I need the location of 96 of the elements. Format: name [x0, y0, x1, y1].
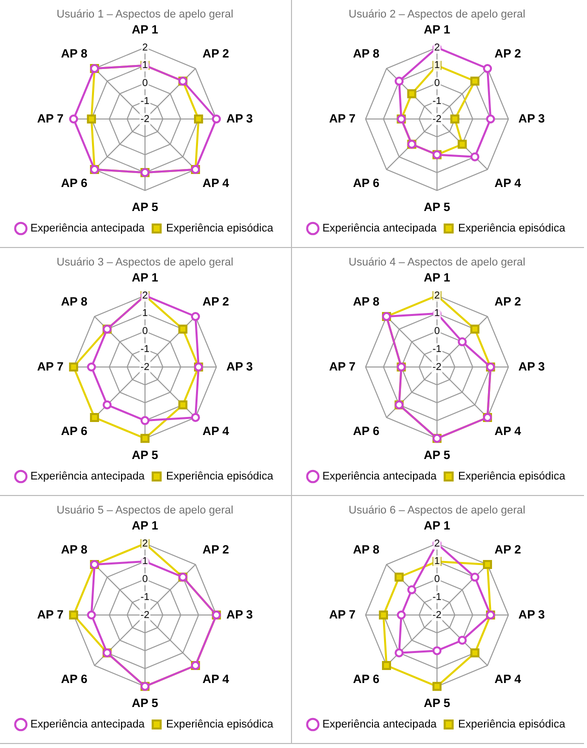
spoke-label: AP 2 — [202, 46, 230, 61]
legend-label: Experiência episódica — [166, 718, 274, 731]
spoke-label: AP 8 — [60, 294, 88, 309]
spoke-label: AP 1 — [424, 518, 451, 533]
y-tick-label: -2 — [140, 362, 150, 373]
spoke-label: AP 1 — [132, 518, 159, 533]
spoke-label: AP 4 — [494, 424, 522, 438]
y-tick-label: 0 — [142, 326, 148, 338]
spoke-label: AP 1 — [424, 22, 451, 37]
y-tick-label: 1 — [142, 556, 148, 568]
spoke-label: AP 7 — [329, 111, 356, 126]
chart-title: Usuário 2 – Aspectos de apelo geral — [348, 8, 526, 21]
chart-title: Usuário 5 – Aspectos de apelo geral — [56, 504, 234, 517]
spoke-label: AP 6 — [352, 176, 380, 190]
spoke-label: AP 4 — [494, 176, 522, 190]
spoke-label: AP 7 — [37, 359, 64, 374]
spoke-label: AP 5 — [132, 448, 159, 462]
y-tick-label: 0 — [142, 78, 148, 90]
legend-label: Experiência antecipada — [322, 718, 438, 731]
spoke-label: AP 4 — [494, 672, 522, 686]
y-tick-label: 0 — [142, 574, 148, 586]
spoke-label: AP 2 — [494, 542, 522, 557]
spoke-label: AP 3 — [226, 111, 254, 126]
legend-label: Experiência episódica — [166, 222, 274, 235]
legend-label: Experiência episódica — [458, 718, 566, 731]
spoke-label: AP 7 — [37, 111, 64, 126]
spoke-label: AP 7 — [37, 607, 64, 622]
y-tick-label: -2 — [432, 114, 442, 125]
spoke-label: AP 5 — [424, 200, 451, 214]
y-tick-label: 0 — [434, 574, 440, 586]
legend-label: Experiência antecipada — [322, 222, 438, 235]
y-tick-label: -2 — [140, 114, 150, 125]
chart-title: Usuário 3 – Aspectos de apelo geral — [56, 256, 234, 269]
spoke-label: AP 4 — [202, 424, 230, 438]
y-tick-label: -2 — [432, 362, 442, 373]
spoke-label: AP 3 — [518, 359, 546, 374]
spoke-label: AP 8 — [352, 294, 380, 309]
y-tick-label: 2 — [142, 42, 148, 54]
y-tick-label: 0 — [434, 78, 440, 90]
spoke-label: AP 8 — [352, 542, 380, 557]
spoke-label: AP 7 — [329, 359, 356, 374]
spoke-label: AP 6 — [60, 176, 88, 190]
y-tick-label: -1 — [140, 96, 150, 107]
y-tick-label: -2 — [432, 610, 442, 621]
y-tick-label: 0 — [434, 326, 440, 338]
legend-label: Experiência antecipada — [30, 470, 146, 483]
y-tick-label: -1 — [432, 96, 442, 107]
spoke-label: AP 1 — [132, 270, 159, 285]
legend-label: Experiência episódica — [166, 470, 274, 483]
spoke-label: AP 7 — [329, 607, 356, 622]
spoke-label: AP 6 — [352, 672, 380, 686]
y-tick-label: -1 — [432, 344, 442, 355]
spoke-label: AP 4 — [202, 672, 230, 686]
spoke-label: AP 5 — [132, 696, 159, 710]
spoke-label: AP 5 — [424, 696, 451, 710]
y-tick-label: -2 — [140, 610, 150, 621]
spoke-label: AP 1 — [424, 270, 451, 285]
chart-title: Usuário 4 – Aspectos de apelo geral — [348, 256, 526, 269]
y-tick-label: 1 — [434, 60, 440, 72]
y-tick-label: 2 — [434, 538, 440, 550]
y-tick-label: -1 — [140, 592, 150, 603]
y-tick-label: 2 — [142, 538, 148, 550]
y-tick-label: 1 — [142, 308, 148, 320]
chart-title: Usuário 6 – Aspectos de apelo geral — [348, 504, 526, 517]
y-tick-label: 2 — [434, 290, 440, 302]
spoke-label: AP 4 — [202, 176, 230, 190]
y-tick-label: 2 — [434, 42, 440, 54]
spoke-label: AP 8 — [60, 46, 88, 61]
y-tick-label: 1 — [434, 556, 440, 568]
spoke-label: AP 3 — [226, 607, 254, 622]
y-tick-label: -1 — [432, 592, 442, 603]
legend-label: Experiência antecipada — [322, 470, 438, 483]
y-tick-label: 1 — [142, 60, 148, 72]
spoke-label: AP 1 — [132, 22, 159, 37]
spoke-label: AP 6 — [352, 424, 380, 438]
spoke-label: AP 6 — [60, 672, 88, 686]
legend-label: Experiência episódica — [458, 470, 566, 483]
spoke-label: AP 2 — [202, 294, 230, 309]
legend-label: Experiência antecipada — [30, 718, 146, 731]
spoke-label: AP 5 — [424, 448, 451, 462]
spoke-label: AP 2 — [494, 294, 522, 309]
y-tick-label: 2 — [142, 290, 148, 302]
spoke-label: AP 2 — [202, 542, 230, 557]
spoke-label: AP 3 — [518, 111, 546, 126]
spoke-label: AP 3 — [226, 359, 254, 374]
spoke-label: AP 2 — [494, 46, 522, 61]
y-tick-label: 1 — [434, 308, 440, 320]
spoke-label: AP 8 — [60, 542, 88, 557]
spoke-label: AP 8 — [352, 46, 380, 61]
spoke-label: AP 3 — [518, 607, 546, 622]
spoke-label: AP 5 — [132, 200, 159, 214]
chart-title: Usuário 1 – Aspectos de apelo geral — [56, 8, 234, 21]
spoke-label: AP 6 — [60, 424, 88, 438]
y-tick-label: -1 — [140, 344, 150, 355]
legend-label: Experiência episódica — [458, 222, 566, 235]
legend-label: Experiência antecipada — [30, 222, 146, 235]
